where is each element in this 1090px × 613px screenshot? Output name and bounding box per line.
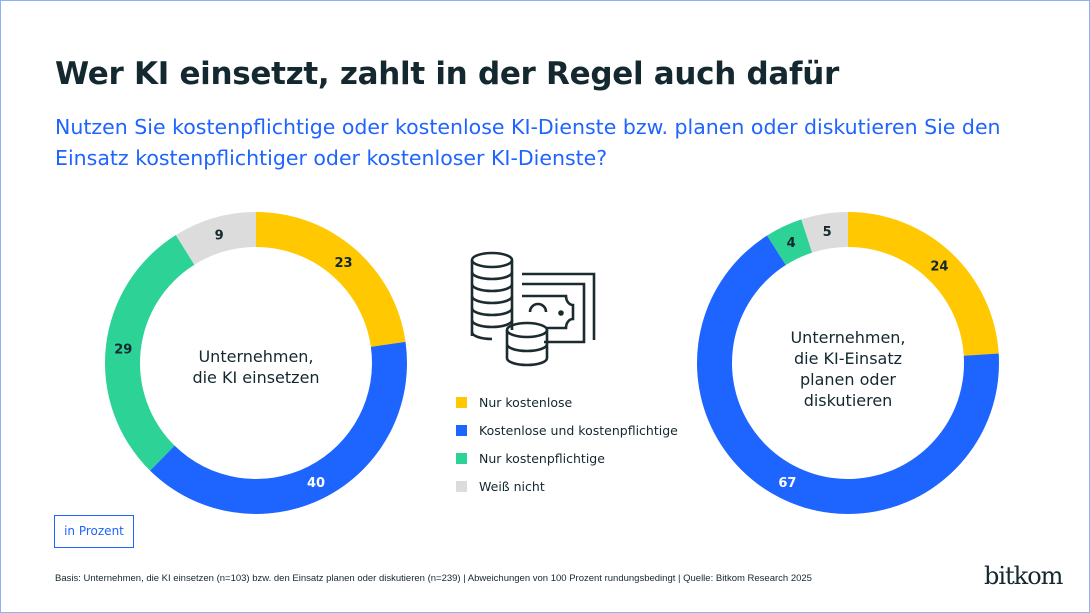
donut-center-label-right: Unternehmen, die KI-Einsatz planen oder dis… xyxy=(790,328,906,410)
legend-item: Nur kostenpflichtige xyxy=(456,444,678,472)
data-label: 5 xyxy=(823,225,832,240)
donut-segment-kostenlose-und-kostenpflichtige xyxy=(150,341,407,514)
legend-item: Weiß nicht xyxy=(456,472,678,500)
legend-label: Nur kostenpflichtige xyxy=(479,450,605,466)
bitkom-logo: bitkom xyxy=(984,562,1063,590)
legend-swatch xyxy=(456,452,467,464)
legend-label: Nur kostenlose xyxy=(479,394,573,410)
chart-title: Wer KI einsetzt, zahlt in der Regel auch… xyxy=(55,56,839,92)
unit-badge: in Prozent xyxy=(54,515,134,548)
legend-item: Nur kostenlose xyxy=(456,388,678,416)
legend-swatch xyxy=(456,424,467,436)
donut-segment-wei-nicht xyxy=(801,212,848,253)
donut-segment-nur-kostenlose xyxy=(256,212,406,347)
data-label: 67 xyxy=(778,476,796,491)
legend-label: Kostenlose und kostenpflichtige xyxy=(479,422,678,438)
data-label: 4 xyxy=(787,236,796,251)
donut-center-label-left: Unternehmen, die KI einsetzen xyxy=(192,347,320,387)
legend-item: Kostenlose und kostenpflichtige xyxy=(456,416,678,444)
legend: Nur kostenlose Kostenlose und kostenpfli… xyxy=(456,388,678,500)
data-label: 40 xyxy=(307,476,325,491)
legend-swatch xyxy=(456,396,467,408)
data-label: 29 xyxy=(114,342,132,357)
legend-label: Weiß nicht xyxy=(479,478,545,494)
footnote: Basis: Unternehmen, die KI einsetzen (n=… xyxy=(55,573,812,584)
donut-segment-nur-kostenpflichtige xyxy=(104,235,195,471)
chart-subtitle: Nutzen Sie kostenpflichtige oder kostenl… xyxy=(55,115,1001,170)
coins-and-banknotes-icon xyxy=(470,251,596,367)
donut-chart-ki-users: 23 40 29 9 xyxy=(104,212,407,514)
data-label: 9 xyxy=(215,229,224,244)
donut-segment-nur-kostenlose xyxy=(848,212,999,356)
data-label: 23 xyxy=(335,256,353,271)
legend-swatch xyxy=(456,480,467,492)
data-label: 24 xyxy=(930,260,948,275)
donut-chart-ki-planners: 24 67 4 5 xyxy=(697,212,999,515)
donut-segment-nur-kostenpflichtige xyxy=(767,219,813,266)
donut-segment-wei-nicht xyxy=(175,212,256,265)
